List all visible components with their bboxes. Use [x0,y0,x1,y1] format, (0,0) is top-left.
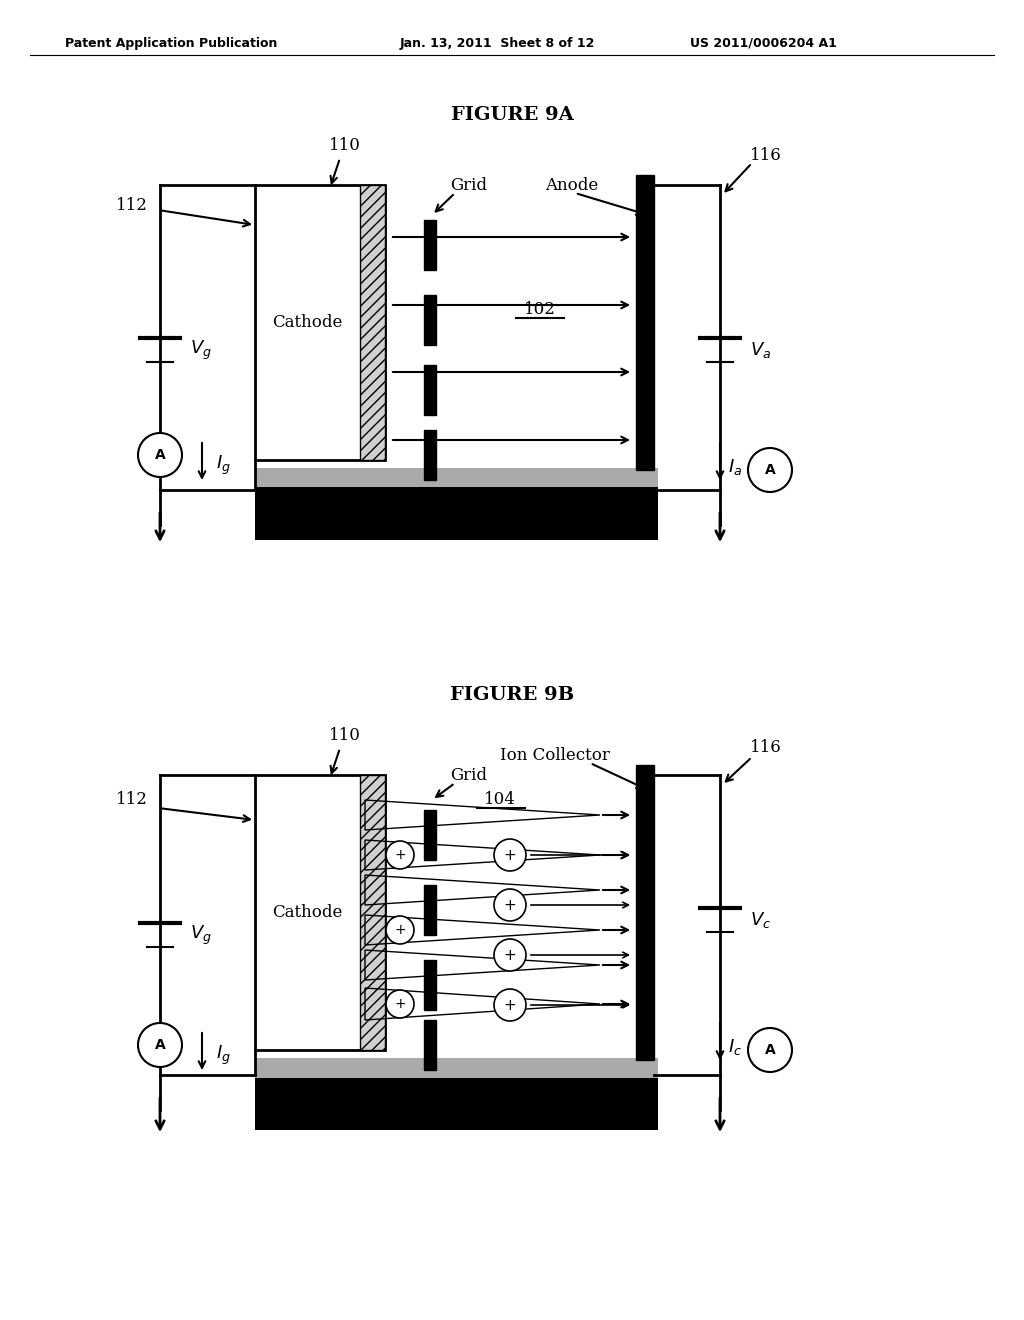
Text: Patent Application Publication: Patent Application Publication [65,37,278,49]
Circle shape [138,433,182,477]
Circle shape [386,990,414,1018]
Text: $V_c$: $V_c$ [750,909,771,931]
Text: 112: 112 [116,197,148,214]
Bar [424,960,436,1010]
Text: $I_c$: $I_c$ [728,1038,742,1057]
Text: $I_g$: $I_g$ [216,1043,230,1067]
Text: Anode: Anode [545,177,598,194]
Circle shape [386,916,414,944]
Circle shape [494,888,526,921]
Text: $I_g$: $I_g$ [216,453,230,477]
Text: A: A [155,1038,165,1052]
Bar [255,1059,658,1078]
Text: 110: 110 [329,136,360,153]
Bar [360,185,385,459]
Text: Jan. 13, 2011  Sheet 8 of 12: Jan. 13, 2011 Sheet 8 of 12 [400,37,595,49]
Text: FIGURE 9A: FIGURE 9A [451,106,573,124]
Text: 104: 104 [484,792,516,808]
Text: A: A [765,463,775,477]
Text: +: + [394,997,406,1011]
Circle shape [748,447,792,492]
Text: 112: 112 [116,792,148,808]
Circle shape [494,939,526,972]
Text: $V_g$: $V_g$ [190,924,212,946]
Text: +: + [394,923,406,937]
Bar [255,487,658,540]
Bar [424,430,436,480]
Text: Cathode: Cathode [272,904,343,921]
Circle shape [494,840,526,871]
Text: $V_a$: $V_a$ [750,341,771,360]
Bar [424,810,436,861]
Circle shape [386,841,414,869]
Text: 116: 116 [750,739,781,756]
Text: $V_g$: $V_g$ [190,338,212,362]
Bar [424,1020,436,1071]
Text: +: + [504,948,516,962]
Text: A: A [155,447,165,462]
Text: FIGURE 9B: FIGURE 9B [450,686,574,704]
Text: Ion Collector: Ion Collector [500,747,610,763]
Text: +: + [504,847,516,862]
Text: Grid: Grid [450,177,487,194]
Text: +: + [504,898,516,912]
Text: US 2011/0006204 A1: US 2011/0006204 A1 [690,37,837,49]
Bar [255,775,385,1049]
Text: +: + [394,847,406,862]
Bar [424,294,436,345]
Bar [255,1078,658,1130]
Text: 102: 102 [524,301,556,318]
Circle shape [748,1028,792,1072]
Bar [636,766,654,1060]
Bar [424,884,436,935]
Text: Grid: Grid [450,767,487,784]
Bar [360,775,385,1049]
Text: +: + [504,998,516,1012]
Bar [424,366,436,414]
Text: 110: 110 [329,726,360,743]
Circle shape [138,1023,182,1067]
Bar [255,469,658,487]
Bar [636,176,654,470]
Text: 116: 116 [750,147,781,164]
Text: A: A [765,1043,775,1057]
Bar [255,185,385,459]
Text: Cathode: Cathode [272,314,343,331]
Circle shape [494,989,526,1020]
Text: $I_a$: $I_a$ [728,457,742,477]
Bar [424,220,436,271]
